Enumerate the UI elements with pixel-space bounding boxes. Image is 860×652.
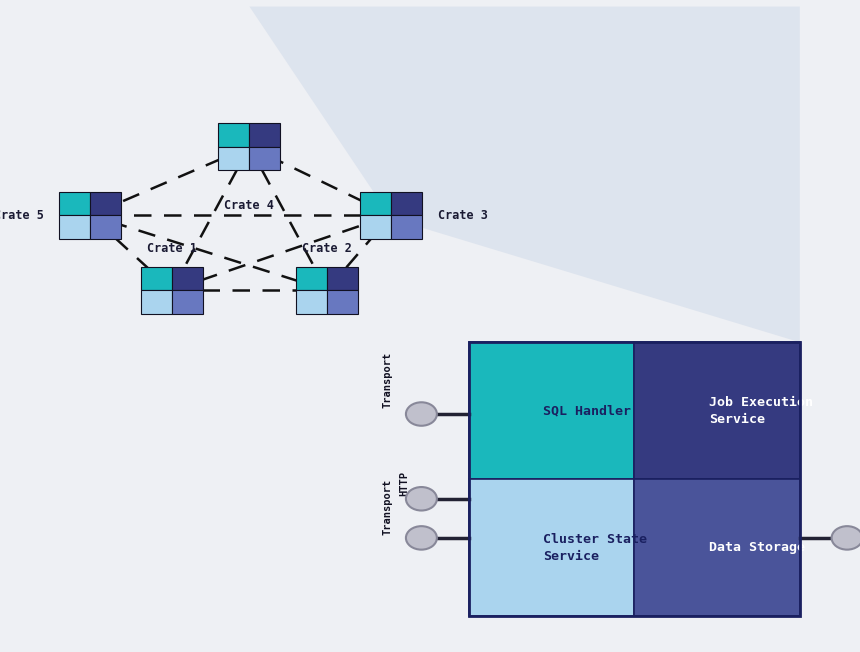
Bar: [327, 267, 358, 290]
Bar: [218, 123, 249, 147]
Bar: [360, 192, 391, 215]
Text: Cluster State
Service: Cluster State Service: [544, 533, 648, 563]
Polygon shape: [249, 7, 800, 342]
Circle shape: [832, 526, 860, 550]
Bar: [391, 192, 422, 215]
Bar: [635, 342, 800, 479]
Text: Crate 3: Crate 3: [438, 209, 488, 222]
Bar: [141, 290, 172, 314]
Bar: [141, 267, 172, 290]
Bar: [172, 267, 203, 290]
Bar: [249, 123, 280, 147]
Bar: [172, 290, 203, 314]
Text: Job Execution
Service: Job Execution Service: [709, 396, 813, 426]
Bar: [296, 267, 327, 290]
Text: SQL Handler: SQL Handler: [544, 404, 631, 417]
Bar: [218, 147, 249, 170]
Bar: [90, 192, 121, 215]
Circle shape: [406, 526, 437, 550]
Bar: [327, 290, 358, 314]
Circle shape: [406, 487, 437, 511]
Text: Crate 1: Crate 1: [147, 242, 197, 255]
Bar: [59, 192, 90, 215]
Text: Crate 2: Crate 2: [302, 242, 352, 255]
Text: Transport: Transport: [382, 479, 392, 535]
Bar: [391, 215, 422, 239]
Bar: [469, 342, 800, 616]
Bar: [469, 479, 635, 616]
Bar: [469, 342, 635, 479]
Bar: [59, 215, 90, 239]
Text: HTTP: HTTP: [399, 471, 409, 496]
Bar: [296, 290, 327, 314]
Text: Crate 5: Crate 5: [0, 209, 44, 222]
Text: Transport: Transport: [382, 351, 392, 408]
Bar: [635, 479, 800, 616]
Circle shape: [406, 402, 437, 426]
Text: Crate 4: Crate 4: [224, 199, 274, 212]
Bar: [360, 215, 391, 239]
Bar: [249, 147, 280, 170]
Text: Data Storage: Data Storage: [709, 541, 805, 554]
Bar: [90, 215, 121, 239]
